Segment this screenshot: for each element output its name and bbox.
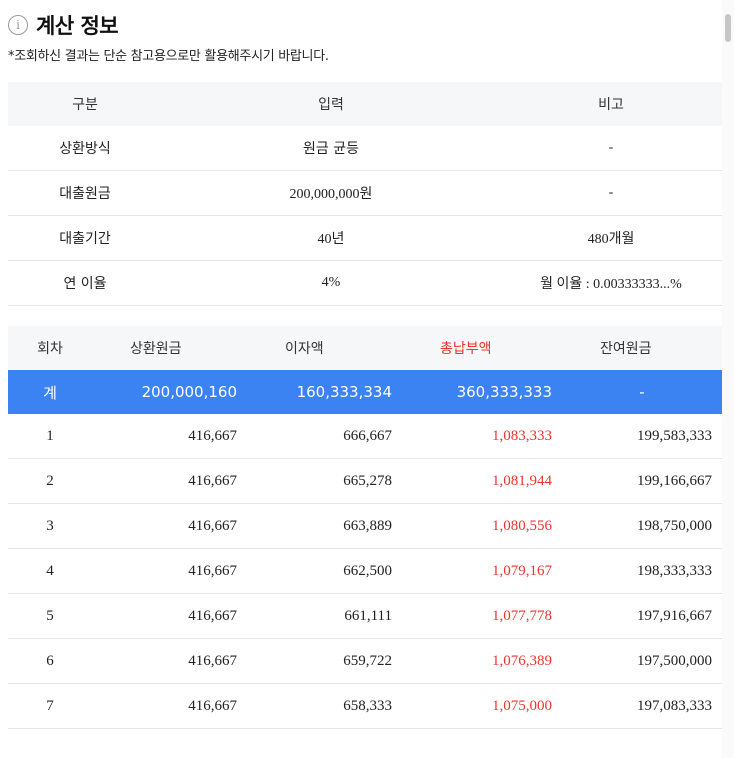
column-header-principal: 상환원금: [92, 326, 247, 370]
interest-amount: 659,722: [247, 638, 402, 684]
column-header-installment: 회차: [8, 326, 92, 370]
row-label: 연 이율: [8, 260, 162, 306]
input-value: 200,000,000원: [162, 170, 500, 216]
repayment-schedule-table: 회차 상환원금 이자액 총납부액 잔여원금 계 200,000,160 160,…: [8, 326, 722, 729]
total-paid-amount: 1,077,778: [402, 593, 562, 639]
remarks-value: 480개월: [500, 215, 722, 261]
total-remaining: -: [562, 370, 722, 414]
remarks-value: 월 이율 : 0.00333333...%: [500, 260, 722, 306]
remaining-principal: 197,916,667: [562, 593, 722, 639]
principal-amount: 416,667: [92, 548, 247, 594]
column-header-remarks: 비고: [500, 82, 722, 126]
total-interest: 160,333,334: [247, 370, 402, 414]
remarks-value: -: [500, 126, 722, 171]
total-paid-amount: 1,083,333: [402, 414, 562, 459]
section-header: i 계산 정보: [8, 10, 119, 40]
input-value: 원금 균등: [162, 126, 500, 171]
total-paid-amount: 1,076,389: [402, 638, 562, 684]
remaining-principal: 199,583,333: [562, 414, 722, 459]
installment-number: 5: [8, 593, 92, 639]
row-label: 대출원금: [8, 170, 162, 216]
table-header-row: 회차 상환원금 이자액 총납부액 잔여원금: [8, 326, 722, 370]
table-row: 3 416,667 663,889 1,080,556 198,750,000: [8, 503, 722, 549]
loan-input-table: 구분 입력 비고 상환방식 원금 균등 - 대출원금 200,000,000원 …: [8, 82, 722, 306]
table-row: 4 416,667 662,500 1,079,167 198,333,333: [8, 548, 722, 594]
principal-amount: 416,667: [92, 683, 247, 729]
principal-amount: 416,667: [92, 503, 247, 549]
table-row: 6 416,667 659,722 1,076,389 197,500,000: [8, 638, 722, 684]
remaining-principal: 198,333,333: [562, 548, 722, 594]
total-principal: 200,000,160: [92, 370, 247, 414]
remaining-principal: 198,750,000: [562, 503, 722, 549]
total-paid-amount: 1,080,556: [402, 503, 562, 549]
installment-number: 3: [8, 503, 92, 549]
input-value: 4%: [162, 260, 500, 306]
total-row: 계 200,000,160 160,333,334 360,333,333 -: [8, 370, 722, 414]
total-paid-amount: 1,081,944: [402, 458, 562, 504]
table-row: 2 416,667 665,278 1,081,944 199,166,667: [8, 458, 722, 504]
column-header-total-paid: 총납부액: [402, 326, 562, 370]
interest-amount: 666,667: [247, 414, 402, 459]
interest-amount: 662,500: [247, 548, 402, 594]
remarks-value: -: [500, 170, 722, 216]
bottom-fade: [0, 738, 722, 758]
interest-amount: 663,889: [247, 503, 402, 549]
installment-number: 1: [8, 414, 92, 459]
input-value: 40년: [162, 215, 500, 261]
total-paid-amount: 1,075,000: [402, 683, 562, 729]
row-label: 대출기간: [8, 215, 162, 261]
disclaimer-text: *조회하신 결과는 단순 참고용으로만 활용해주시기 바랍니다.: [8, 49, 329, 64]
column-header-category: 구분: [8, 82, 162, 126]
table-row: 연 이율 4% 월 이율 : 0.00333333...%: [8, 260, 722, 306]
column-header-interest: 이자액: [247, 326, 402, 370]
total-paid-amount: 1,079,167: [402, 548, 562, 594]
installment-number: 7: [8, 683, 92, 729]
table-row: 대출기간 40년 480개월: [8, 215, 722, 261]
scrollbar-thumb[interactable]: [725, 14, 731, 42]
installment-number: 6: [8, 638, 92, 684]
installment-number: 2: [8, 458, 92, 504]
info-circle-icon: i: [8, 15, 28, 35]
table-row: 5 416,667 661,111 1,077,778 197,916,667: [8, 593, 722, 639]
table-row: 대출원금 200,000,000원 -: [8, 170, 722, 216]
table-row: 7 416,667 658,333 1,075,000 197,083,333: [8, 683, 722, 729]
row-label: 상환방식: [8, 126, 162, 171]
interest-amount: 665,278: [247, 458, 402, 504]
table-row: 1 416,667 666,667 1,083,333 199,583,333: [8, 414, 722, 459]
remaining-principal: 199,166,667: [562, 458, 722, 504]
principal-amount: 416,667: [92, 638, 247, 684]
total-label: 계: [8, 370, 92, 414]
column-header-input: 입력: [162, 82, 500, 126]
vertical-scrollbar[interactable]: [722, 0, 734, 758]
column-header-remaining: 잔여원금: [562, 326, 722, 370]
table-row: 상환방식 원금 균등 -: [8, 126, 722, 171]
remaining-principal: 197,500,000: [562, 638, 722, 684]
principal-amount: 416,667: [92, 414, 247, 459]
interest-amount: 661,111: [247, 593, 402, 639]
interest-amount: 658,333: [247, 683, 402, 729]
table-header-row: 구분 입력 비고: [8, 82, 722, 126]
remaining-principal: 197,083,333: [562, 683, 722, 729]
page-title: 계산 정보: [36, 14, 119, 38]
principal-amount: 416,667: [92, 593, 247, 639]
installment-number: 4: [8, 548, 92, 594]
total-paid: 360,333,333: [402, 370, 562, 414]
principal-amount: 416,667: [92, 458, 247, 504]
